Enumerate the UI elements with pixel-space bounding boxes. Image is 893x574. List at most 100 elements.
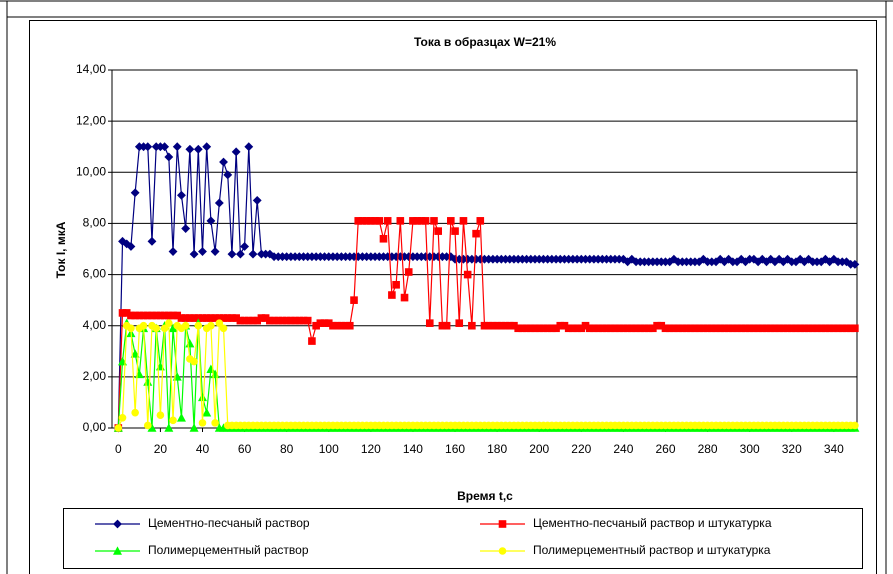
data-point (350, 296, 358, 304)
legend-marker (498, 520, 507, 528)
legend-label: Полимерцементный раствор (148, 543, 309, 557)
data-point (388, 291, 396, 299)
data-point (176, 413, 186, 422)
data-point (189, 423, 199, 432)
data-point (118, 236, 127, 246)
data-point (715, 254, 725, 264)
data-point (463, 270, 472, 279)
data-point (240, 242, 250, 251)
data-point (669, 254, 679, 264)
data-point (774, 254, 784, 264)
x-tick-label: 40 (196, 442, 210, 456)
data-point (189, 249, 199, 259)
plot-area (111, 69, 858, 429)
data-point (202, 142, 212, 152)
data-point (202, 408, 212, 417)
data-point (757, 254, 767, 264)
data-point (139, 321, 148, 330)
legend-label: Цементно-песчаный раствор и штукатурка (533, 516, 772, 530)
data-point (223, 170, 233, 180)
y-tick-label: 10,00 (76, 164, 106, 178)
data-point (244, 142, 254, 152)
data-point (698, 254, 708, 264)
data-point (795, 254, 805, 264)
data-point (127, 324, 135, 333)
x-tick-label: 220 (571, 442, 591, 456)
data-point (434, 227, 443, 235)
data-point (131, 408, 139, 417)
x-tick-label: 140 (403, 442, 423, 456)
x-tick-label: 300 (740, 442, 760, 456)
data-point (227, 249, 237, 259)
x-tick-label: 260 (655, 442, 675, 456)
x-tick-label: 60 (238, 442, 252, 456)
x-tick-label: 200 (529, 442, 549, 456)
data-point (375, 217, 384, 225)
data-point (169, 416, 177, 425)
data-point (160, 142, 170, 152)
data-point (197, 392, 207, 402)
x-tick-label: 0 (115, 442, 122, 456)
data-point (447, 217, 455, 225)
data-point (455, 319, 464, 327)
data-point (425, 319, 434, 327)
data-point (207, 321, 215, 330)
data-point (177, 190, 186, 200)
y-tick-label: 14,00 (76, 62, 106, 76)
x-tick-label: 320 (782, 442, 802, 456)
data-point (379, 234, 388, 243)
data-point (219, 324, 228, 333)
data-point (193, 144, 203, 154)
y-tick-label: 12,00 (76, 113, 106, 127)
data-point (248, 249, 258, 259)
y-tick-label: 4,00 (83, 318, 107, 332)
legend-label: Полимерцементный раствор и штукатурка (533, 543, 771, 557)
data-point (231, 147, 241, 157)
data-point (190, 357, 198, 366)
data-point (214, 198, 224, 208)
data-point (130, 349, 140, 358)
data-point (346, 321, 354, 330)
y-tick-label: 6,00 (83, 267, 107, 281)
data-point (783, 254, 792, 264)
data-point (383, 217, 392, 225)
x-tick-label: 20 (154, 442, 168, 456)
data-point (156, 411, 165, 420)
y-axis-label: Ток I, мкА (54, 221, 68, 278)
data-point (404, 268, 413, 276)
data-point (851, 421, 859, 430)
data-point (252, 195, 262, 205)
data-point (468, 321, 476, 330)
data-point (303, 316, 312, 325)
data-point (210, 247, 220, 256)
data-point (724, 254, 734, 264)
x-axis-label: Время t,c (457, 489, 513, 503)
data-point (850, 259, 860, 269)
data-point (165, 319, 173, 327)
data-point (235, 249, 245, 259)
data-point (804, 254, 814, 264)
data-point (821, 254, 830, 264)
data-point (114, 424, 123, 432)
data-point (618, 254, 628, 264)
data-point (172, 142, 182, 152)
data-point (851, 324, 859, 333)
x-tick-label: 180 (487, 442, 507, 456)
data-point (430, 217, 438, 225)
data-point (118, 413, 127, 422)
data-point (143, 421, 152, 430)
data-point (392, 280, 400, 289)
data-point (181, 224, 191, 233)
data-point (152, 324, 160, 333)
x-tick-label: 80 (280, 442, 294, 456)
y-tick-label: 8,00 (83, 216, 107, 230)
data-point (476, 217, 485, 225)
x-tick-label: 280 (698, 442, 718, 456)
data-point (211, 419, 219, 427)
data-point (215, 319, 224, 327)
data-point (396, 217, 405, 225)
x-tick-label: 340 (824, 442, 844, 456)
chart-title: Тока в образцах W=21% (414, 35, 556, 49)
data-point (164, 152, 174, 162)
data-point (122, 239, 132, 249)
